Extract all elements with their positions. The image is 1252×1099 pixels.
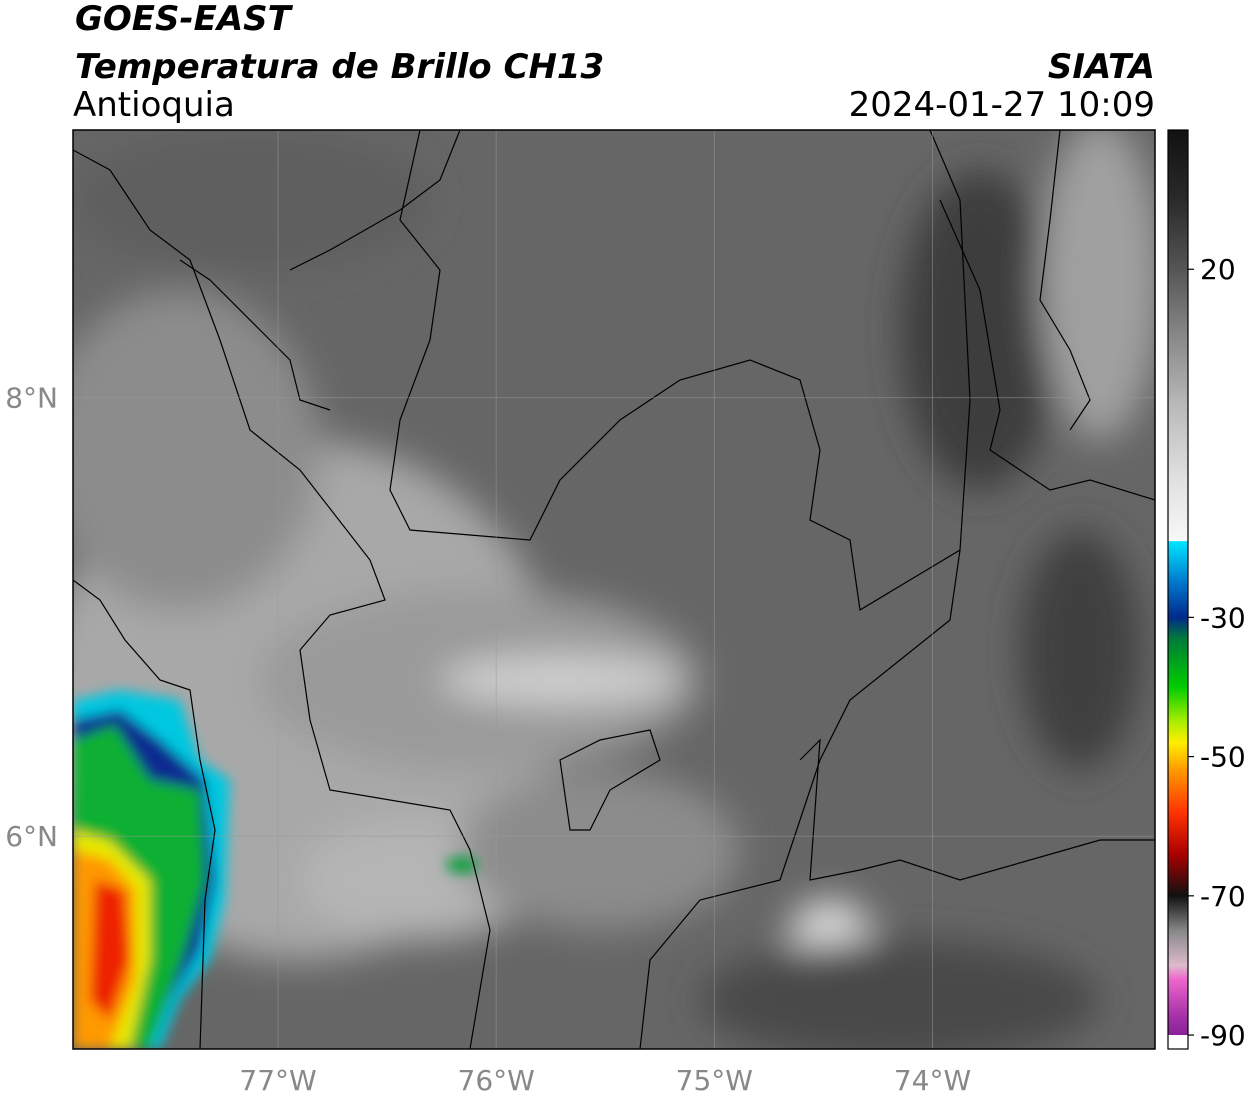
borders xyxy=(73,130,1155,1049)
map-image xyxy=(73,130,1155,1049)
x-tick-label: 77°W xyxy=(239,1064,316,1097)
colorbar-gradient xyxy=(1168,130,1188,1036)
cloud-texture xyxy=(73,130,1155,1049)
colorbar-under xyxy=(1168,1035,1188,1049)
y-tick-label: 8°N xyxy=(5,382,58,415)
source: SIATA xyxy=(1048,47,1155,87)
colorbar-tick-label: -90 xyxy=(1200,1019,1246,1052)
y-tick-label: 6°N xyxy=(5,820,58,853)
datetime: 2024-01-27 10:09 xyxy=(849,85,1155,125)
graticule xyxy=(73,130,1155,1049)
colorbar-tick-label: -30 xyxy=(1200,601,1246,634)
x-tick-label: 75°W xyxy=(676,1064,753,1097)
colorbar-frame xyxy=(1167,129,1189,1050)
colorbar: 20 -30 -50 -70 -90 xyxy=(1167,129,1246,1052)
x-tick-label: 74°W xyxy=(894,1064,971,1097)
colorbar-tick-label: -70 xyxy=(1200,880,1246,913)
colorbar-tick-label: -50 xyxy=(1200,741,1246,774)
subtitle: Temperatura de Brillo CH13 xyxy=(75,47,604,87)
title: GOES-EAST xyxy=(75,0,294,39)
region: Antioquia xyxy=(73,85,235,125)
colorbar-tick-label: 20 xyxy=(1200,253,1236,286)
map-frame xyxy=(72,129,1156,1050)
convective-cloud xyxy=(73,690,478,1049)
x-tick-label: 76°W xyxy=(458,1064,535,1097)
